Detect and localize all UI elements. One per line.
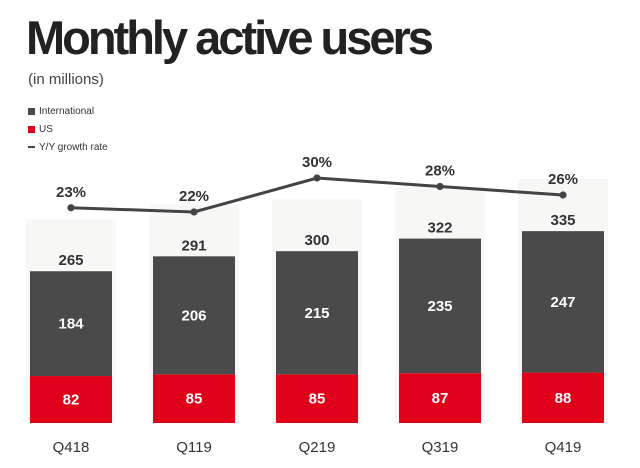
bar-label-us: 82 xyxy=(63,392,80,409)
growth-label: 30% xyxy=(302,154,332,171)
bar-international xyxy=(399,238,481,374)
category-label: Q119 xyxy=(176,439,212,456)
growth-label: 26% xyxy=(548,171,578,188)
bar-label-international: 215 xyxy=(304,305,329,322)
bar-total-label: 291 xyxy=(181,237,206,254)
category-label: Q319 xyxy=(422,439,459,456)
legend-item-us: US xyxy=(28,120,108,138)
bar-total-label: 265 xyxy=(58,252,83,269)
bar-international xyxy=(276,251,358,375)
bar-international xyxy=(30,271,112,377)
bar-label-us: 88 xyxy=(555,390,572,407)
bar-label-us: 85 xyxy=(309,391,326,408)
bar-total-label: 335 xyxy=(550,212,575,229)
legend-swatch-international xyxy=(28,107,35,115)
category-label: Q419 xyxy=(545,439,582,456)
growth-label: 28% xyxy=(425,163,455,180)
legend-swatch-us xyxy=(28,125,35,133)
bar-label-international: 206 xyxy=(181,307,206,324)
bar-label-international: 235 xyxy=(427,298,452,315)
growth-label: 22% xyxy=(179,188,209,205)
chart-subtitle: (in millions) xyxy=(28,71,104,88)
bar-us xyxy=(153,374,235,423)
growth-point xyxy=(436,182,444,191)
category-label: Q418 xyxy=(53,439,90,456)
growth-label: 23% xyxy=(56,184,86,201)
bar-label-us: 87 xyxy=(432,390,449,407)
bar-us xyxy=(522,372,604,423)
bar-label-us: 85 xyxy=(186,391,203,408)
category-label: Q219 xyxy=(299,439,336,456)
growth-point xyxy=(67,204,75,212)
bar-total-label: 300 xyxy=(304,232,329,249)
bar-us xyxy=(30,376,112,423)
bar-us xyxy=(276,374,358,423)
legend-label-growth: Y/Y growth rate xyxy=(39,141,108,153)
legend-swatch-growth xyxy=(28,146,35,148)
growth-point xyxy=(313,174,321,182)
bar-label-international: 184 xyxy=(58,316,84,333)
chart-title: Monthly active users xyxy=(26,11,434,64)
bar-us xyxy=(399,373,481,423)
bar-label-international: 247 xyxy=(550,294,575,311)
legend: International US Y/Y growth rate xyxy=(28,102,108,156)
bar-international xyxy=(522,231,604,373)
legend-item-growth: Y/Y growth rate xyxy=(28,138,108,156)
bar-international xyxy=(153,256,235,375)
growth-point xyxy=(559,191,567,199)
bar-total-label: 322 xyxy=(427,220,452,237)
growth-point xyxy=(190,208,198,216)
legend-label-us: US xyxy=(39,123,53,135)
legend-item-international: International xyxy=(28,102,108,120)
legend-label-international: International xyxy=(39,105,95,117)
